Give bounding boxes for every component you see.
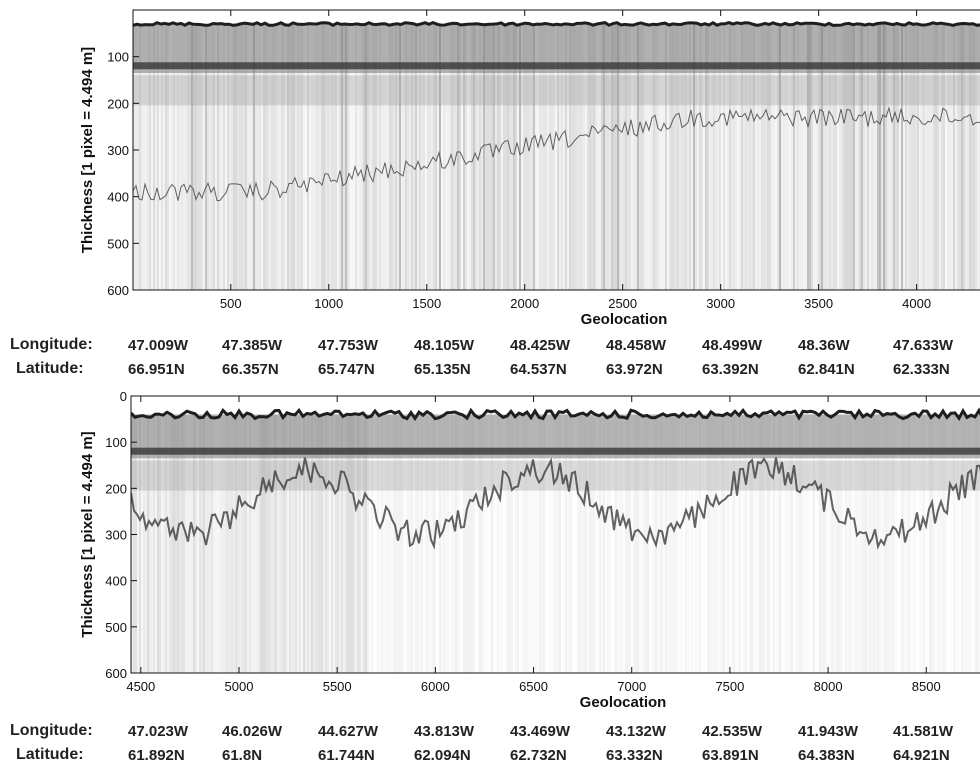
x-tick-label: 4500 [126,679,155,694]
longitude-value-bottom: 43.469W [510,723,571,740]
latitude-value-top: 62.841N [798,361,855,378]
latitude-value-top: 63.392N [702,361,759,378]
x-tick-label: 7000 [617,679,646,694]
x-tick-label: 2000 [510,296,539,311]
latitude-value-top: 64.537N [510,361,567,378]
y-tick-label: 500 [105,620,127,635]
x-tick-label: 5500 [323,679,352,694]
longitude-value-top: 48.458W [606,337,667,354]
x-tick-label: 7500 [715,679,744,694]
latitude-value-top: 66.357N [222,361,279,378]
longitude-value-bottom: 46.026W [222,723,283,740]
latitude-label-bottom: Latitude: [16,746,84,763]
y-axis-title: Thickness [1 pixel = 4.494 m] [79,431,96,637]
y-tick-label: 300 [107,143,129,158]
latitude-value-top: 65.135N [414,361,471,378]
latitude-value-bottom: 63.891N [702,747,759,764]
latitude-value-bottom: 63.332N [606,747,663,764]
latitude-value-bottom: 64.921N [893,747,950,764]
latitude-value-bottom: 61.892N [128,747,185,764]
latitude-value-bottom: 61.8N [222,747,263,764]
y-tick-label: 400 [107,190,129,205]
y-tick-label: 100 [105,435,127,450]
y-tick-label: 0 [120,389,127,404]
longitude-value-top: 47.009W [128,337,189,354]
latitude-value-top: 66.951N [128,361,185,378]
y-tick-label: 600 [105,666,127,681]
x-axis-title: Geolocation [580,694,667,711]
y-tick-label: 600 [107,283,129,298]
x-tick-label: 500 [220,296,242,311]
radargram-image [133,10,980,290]
longitude-value-bottom: 41.943W [798,723,859,740]
longitude-value-top: 48.425W [510,337,571,354]
longitude-value-top: 47.385W [222,337,283,354]
x-tick-label: 8000 [814,679,843,694]
longitude-value-bottom: 43.813W [414,723,475,740]
x-tick-label: 3000 [706,296,735,311]
surface-reflection [131,407,980,422]
latitude-value-top: 63.972N [606,361,663,378]
longitude-value-top: 48.499W [702,337,763,354]
x-tick-label: 4000 [902,296,931,311]
radargram-top: 500 1000 1500 2000 2500 3000 3500 4000 100 200 300… [79,9,980,328]
surface-reflection [133,20,980,28]
latitude-value-top: 65.747N [318,361,375,378]
y-tick-label: 500 [107,236,129,251]
y-tick-label: 200 [107,96,129,111]
longitude-value-top: 47.753W [318,337,379,354]
latitude-value-bottom: 61.744N [318,747,375,764]
x-tick-label: 1000 [314,296,343,311]
longitude-value-bottom: 42.535W [702,723,763,740]
longitude-value-bottom: 44.627W [318,723,379,740]
x-tick-label: 1500 [412,296,441,311]
longitude-value-bottom: 41.581W [893,723,954,740]
x-tick-label: 3500 [804,296,833,311]
radargram-image [131,396,980,673]
y-tick-label: 400 [105,574,127,589]
x-tick-label: 6500 [519,679,548,694]
x-tick-label: 6000 [421,679,450,694]
y-tick-label: 100 [107,50,129,65]
x-tick-label: 8500 [912,679,941,694]
x-axis-title: Geolocation [581,311,668,328]
y-tick-label: 200 [105,481,127,496]
y-axis-title: Thickness [1 pixel = 4.494 m] [79,47,96,253]
latitude-value-bottom: 62.732N [510,747,567,764]
y-tick-label: 300 [105,528,127,543]
latitude-value-bottom: 62.094N [414,747,471,764]
longitude-value-top: 47.633W [893,337,954,354]
x-tick-label: 2500 [608,296,637,311]
bed-reflection [131,457,980,550]
longitude-label-top: Longitude: [10,336,93,353]
radargram-bottom: 4500 5000 5500 6000 6500 7000 7500 8000 8500 0 100… [79,389,980,711]
latitude-value-bottom: 64.383N [798,747,855,764]
bed-reflection [133,106,980,202]
x-tick-label: 5000 [225,679,254,694]
latitude-label-top: Latitude: [16,360,84,377]
longitude-label-bottom: Longitude: [10,722,93,739]
longitude-value-bottom: 43.132W [606,723,667,740]
longitude-value-top: 48.36W [798,337,850,354]
longitude-value-bottom: 47.023W [128,723,189,740]
latitude-value-top: 62.333N [893,361,950,378]
longitude-value-top: 48.105W [414,337,475,354]
